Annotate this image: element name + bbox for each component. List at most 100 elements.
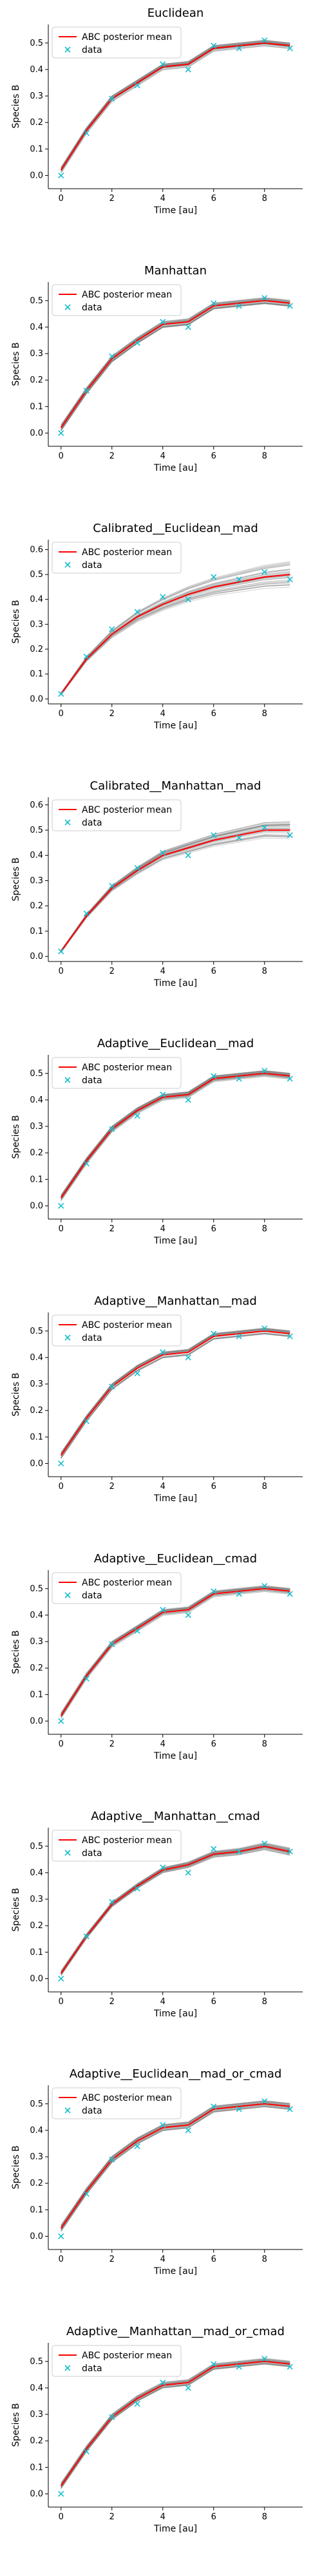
- posterior-sample-line: [61, 824, 290, 952]
- posterior-sample-line: [61, 824, 290, 952]
- posterior-sample-line: [61, 1329, 290, 1454]
- posterior-sample-line: [61, 1330, 290, 1454]
- posterior-samples: [61, 41, 290, 174]
- chart-panel: Adaptive__Manhattan__mad0 2 4 6 80.00.10.20.…: [11, 1294, 303, 1504]
- posterior-sample-line: [61, 1331, 290, 1455]
- x-tick-label: 4: [160, 1739, 166, 1749]
- data-point-marker: [185, 2128, 191, 2133]
- posterior-sample-line: [61, 1072, 290, 1196]
- x-tick-label: 8: [262, 2255, 267, 2264]
- x-tick-label: 0: [59, 967, 64, 976]
- x-tick-label: 8: [262, 194, 267, 204]
- posterior-sample-line: [61, 2103, 290, 2228]
- legend-label: data: [82, 1591, 102, 1601]
- posterior-sample-line: [61, 2361, 290, 2485]
- y-tick-label: 0.4: [30, 1353, 43, 1363]
- x-tick-label: 8: [262, 1482, 267, 1492]
- posterior-sample-line: [61, 1072, 290, 1197]
- posterior-sample-line: [61, 827, 290, 952]
- y-tick-label: 0.5: [30, 570, 43, 580]
- posterior-sample-line: [61, 300, 290, 427]
- posterior-sample-line: [61, 828, 290, 951]
- posterior-sample-line: [61, 1845, 290, 1973]
- legend: ABC posterior mean data: [52, 1315, 181, 1346]
- x-tick-label: 2: [109, 1482, 115, 1492]
- posterior-sample-line: [61, 2360, 290, 2484]
- x-tick-label: 0: [59, 1482, 64, 1492]
- posterior-sample-line: [61, 41, 290, 168]
- posterior-sample-line: [61, 826, 290, 951]
- data-point-marker: [185, 2385, 191, 2391]
- posterior-sample-line: [61, 1071, 290, 1195]
- x-tick-label: 2: [109, 1224, 115, 1234]
- legend-label: data: [82, 1848, 102, 1859]
- posterior-sample-line: [61, 1588, 290, 1715]
- posterior-sample-line: [61, 2101, 290, 2225]
- posterior-sample-line: [61, 43, 290, 169]
- posterior-samples: [61, 822, 290, 952]
- y-tick-label: 0.2: [30, 118, 43, 128]
- y-tick-label: 0.3: [30, 349, 43, 359]
- posterior-sample-line: [61, 823, 290, 951]
- y-tick-label: 0.2: [30, 645, 43, 654]
- x-tick-label: 8: [262, 2512, 267, 2522]
- posterior-sample-line: [61, 824, 290, 950]
- posterior-sample-line: [61, 300, 290, 428]
- chart-title: Adaptive__Euclidean__cmad: [94, 1552, 257, 1566]
- legend-label: ABC posterior mean: [82, 1835, 172, 1846]
- y-tick-label: 0.4: [30, 1095, 43, 1105]
- x-tick-label: 4: [160, 1997, 166, 2007]
- posterior-sample-line: [61, 1586, 290, 1713]
- posterior-sample-line: [61, 1331, 290, 1455]
- posterior-sample-line: [61, 1329, 290, 1454]
- posterior-sample-line: [61, 2102, 290, 2226]
- posterior-sample-line: [61, 1588, 290, 1715]
- posterior-sample-line: [61, 825, 290, 952]
- y-tick-label: 0.1: [30, 927, 43, 936]
- posterior-sample-line: [61, 1588, 290, 1715]
- x-tick-label: 2: [109, 194, 115, 204]
- posterior-sample-line: [61, 1587, 290, 1714]
- posterior-sample-line: [61, 2104, 290, 2228]
- posterior-sample-line: [61, 299, 290, 426]
- y-tick-label: 0.4: [30, 1611, 43, 1620]
- x-tick-label: 2: [109, 1997, 115, 2007]
- posterior-sample-line: [61, 1072, 290, 1197]
- chart-title: Adaptive__Euclidean__mad: [97, 1037, 254, 1050]
- y-tick-label: 0.2: [30, 902, 43, 911]
- x-axis-label: Time [au]: [153, 463, 197, 473]
- chart-title: Adaptive__Manhattan__mad_or_cmad: [66, 2325, 285, 2338]
- posterior-sample-line: [61, 1586, 290, 1712]
- y-tick-label: 0.3: [30, 876, 43, 886]
- legend: ABC posterior mean data: [52, 1830, 181, 1861]
- posterior-sample-line: [61, 42, 290, 169]
- y-tick-label: 0.0: [30, 428, 43, 438]
- legend-label: data: [82, 2363, 102, 2374]
- y-tick-label: 0.1: [30, 1690, 43, 1700]
- posterior-sample-line: [61, 1844, 290, 1973]
- posterior-sample-line: [61, 1586, 290, 1714]
- x-tick-label: 0: [59, 2512, 64, 2522]
- x-tick-label: 2: [109, 2255, 115, 2264]
- legend: ABC posterior mean data: [52, 1573, 181, 1604]
- posterior-sample-line: [61, 41, 290, 168]
- x-tick-label: 4: [160, 194, 166, 204]
- posterior-sample-line: [61, 1844, 290, 1972]
- x-tick-label: 0: [59, 2255, 64, 2264]
- posterior-sample-line: [61, 41, 290, 167]
- posterior-sample-line: [61, 1073, 290, 1197]
- data-point-marker: [59, 173, 64, 178]
- y-tick-label: 0.1: [30, 2205, 43, 2215]
- chart-panel: Adaptive__Euclidean__cmad 0 2 4 6 8 0.0 0.1 0.2 0…: [11, 1552, 303, 1761]
- posterior-sample-line: [61, 2103, 290, 2228]
- legend-label: ABC posterior mean: [82, 2093, 172, 2103]
- data-point-marker: [185, 1613, 191, 1618]
- posterior-sample-line: [61, 1587, 290, 1714]
- posterior-samples: [61, 298, 290, 431]
- y-tick-label: 0.5: [30, 1327, 43, 1336]
- legend-label: data: [82, 1075, 102, 1086]
- posterior-sample-line: [61, 1844, 290, 1971]
- x-axis-label: Time [au]: [153, 978, 197, 989]
- posterior-sample-line: [61, 826, 290, 951]
- y-tick-label: 0.0: [30, 952, 43, 961]
